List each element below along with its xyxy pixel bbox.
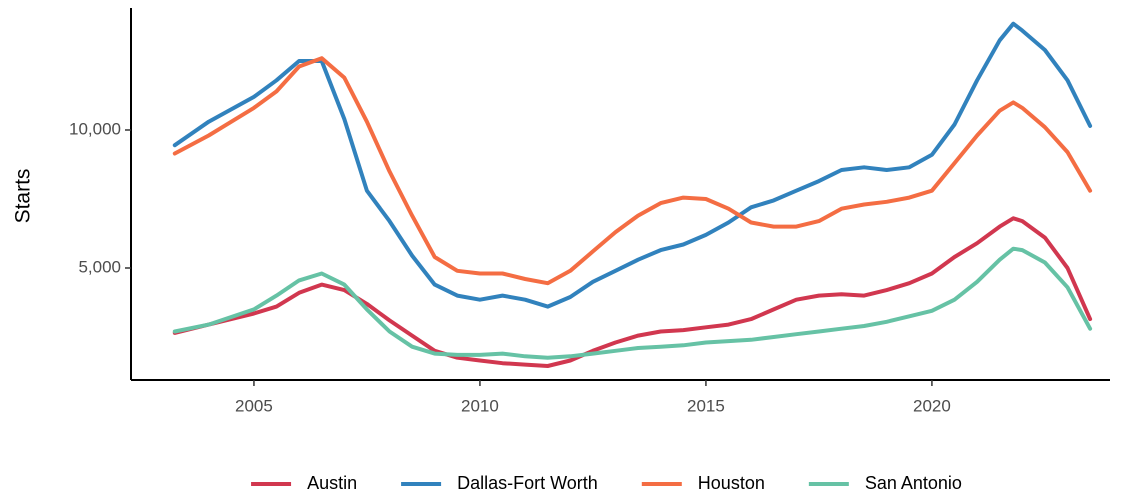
- x-tick-label: 2005: [235, 396, 273, 415]
- x-tick-label: 2020: [913, 396, 951, 415]
- y-axis-title: Starts: [12, 169, 35, 224]
- legend-label: San Antonio: [865, 473, 962, 493]
- legend-label: Houston: [698, 473, 765, 493]
- series-line: [172, 216, 1093, 368]
- legend-label: Austin: [307, 473, 357, 493]
- series-line: [172, 21, 1093, 309]
- series-line: [172, 56, 1093, 286]
- series-line: [172, 246, 1093, 360]
- y-tick-label: 10,000: [69, 119, 121, 138]
- x-tick-label: 2010: [461, 396, 499, 415]
- y-tick-label: 5,000: [78, 257, 121, 276]
- x-tick-label: 2015: [687, 396, 725, 415]
- legend-label: Dallas-Fort Worth: [457, 473, 598, 493]
